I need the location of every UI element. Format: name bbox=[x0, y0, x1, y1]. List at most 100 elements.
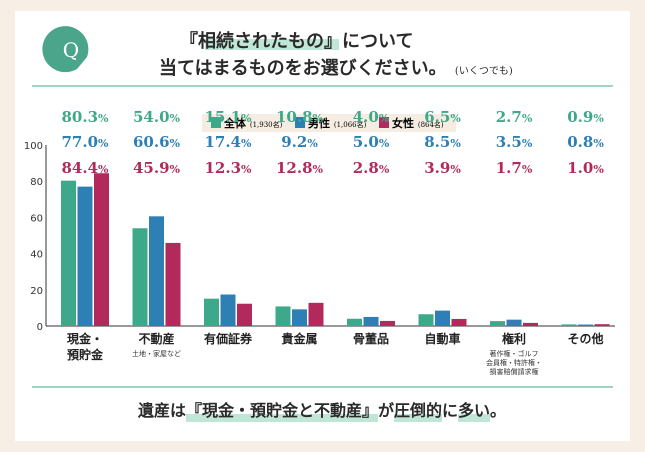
data-label-all-1: 54.0% bbox=[133, 108, 181, 126]
footer-highlights bbox=[185, 414, 491, 422]
question-line1: 『相続されたもの』について bbox=[180, 30, 413, 52]
category-label-5-0: 自動車 bbox=[424, 331, 460, 346]
question-badge: Q bbox=[42, 26, 89, 73]
category-label-3-0: 貴金属 bbox=[281, 331, 317, 346]
data-label-value: 17.4 bbox=[205, 133, 242, 151]
data-label-value: 1.0 bbox=[567, 159, 593, 177]
data-label-value: 0.9 bbox=[567, 108, 593, 126]
data-label-value: 5.0 bbox=[353, 133, 379, 151]
data-label-female-7: 1.0% bbox=[567, 159, 604, 177]
footer-text: に bbox=[442, 401, 458, 420]
data-label-value: 9.2 bbox=[281, 133, 307, 151]
bar-female-6 bbox=[523, 322, 538, 326]
data-label-value: 0.8 bbox=[567, 133, 593, 151]
category-label-1-0: 不動産 bbox=[138, 331, 174, 346]
data-label-all-3: 10.8% bbox=[276, 108, 324, 126]
data-label-value: 12.8 bbox=[276, 159, 313, 177]
legend-background bbox=[202, 114, 456, 132]
data-label-female-1: 45.9% bbox=[133, 159, 181, 177]
data-label-unit: % bbox=[450, 112, 461, 125]
data-label-all-6: 2.7% bbox=[496, 108, 533, 126]
data-label-value: 80.3 bbox=[62, 108, 99, 126]
bar-male-3 bbox=[292, 309, 307, 326]
footer-emphasis: 圧倒的 bbox=[394, 401, 442, 420]
data-label-unit: % bbox=[522, 163, 533, 176]
bar-all-4 bbox=[347, 318, 362, 326]
bar-female-4 bbox=[380, 320, 395, 326]
footer-text: が bbox=[378, 401, 394, 420]
bar-all-5 bbox=[418, 314, 434, 326]
data-label-female-5: 3.9% bbox=[424, 159, 461, 177]
question-line2: 当てはまるものをお選びください。 (いくつでも) bbox=[159, 57, 513, 79]
data-label-unit: % bbox=[170, 163, 181, 176]
bar-all-2 bbox=[204, 298, 219, 326]
data-label-value: 6.5 bbox=[424, 108, 450, 126]
footer-emphasis: 多い bbox=[458, 401, 490, 420]
data-label-unit: % bbox=[450, 137, 461, 150]
data-label-value: 3.9 bbox=[424, 159, 450, 177]
legend-n-male: (1,066名) bbox=[334, 120, 367, 129]
data-label-male-5: 8.5% bbox=[424, 133, 461, 151]
footer-text: 遺産は bbox=[138, 401, 186, 420]
bar-all-1 bbox=[132, 228, 148, 326]
data-label-value: 60.6 bbox=[133, 133, 170, 151]
data-label-unit: % bbox=[593, 137, 604, 150]
y-tick-label-20: 20 bbox=[30, 286, 43, 297]
legend: 全体 (1,930名) 男性 (1,066名) 女性 (864名) bbox=[202, 114, 456, 132]
category-sublabel-6-0: 著作権・ゴルフ bbox=[490, 349, 539, 358]
category-label-0-0: 現金・ bbox=[67, 331, 103, 346]
bar-male-7 bbox=[578, 324, 593, 326]
data-label-unit: % bbox=[241, 163, 252, 176]
bar-all-6 bbox=[490, 321, 505, 326]
footer-emphasis: 『現金・預貯金と不動産』 bbox=[186, 401, 378, 420]
legend-item-all: 全体 (1,930名) bbox=[211, 116, 283, 130]
data-label-value: 54.0 bbox=[133, 108, 170, 126]
bar-male-6 bbox=[506, 319, 522, 326]
data-label-female-4: 2.8% bbox=[353, 159, 390, 177]
data-label-all-7: 0.9% bbox=[567, 108, 604, 126]
legend-n-all: (1,930名) bbox=[250, 120, 283, 129]
legend-item-male: 男性 (1,066名) bbox=[295, 116, 367, 130]
y-tick-label-60: 60 bbox=[30, 213, 43, 224]
legend-name-all: 全体 bbox=[223, 116, 247, 130]
bar-female-5 bbox=[451, 318, 467, 326]
bar-male-5 bbox=[435, 310, 450, 326]
category-label-4-0: 骨董品 bbox=[353, 331, 389, 346]
data-label-unit: % bbox=[170, 137, 181, 150]
data-label-value: 2.8 bbox=[353, 159, 379, 177]
bar-female-0 bbox=[94, 173, 109, 326]
data-label-female-3: 12.8% bbox=[276, 159, 324, 177]
category-sublabel-6-2: 損害賠償請求権 bbox=[490, 367, 539, 376]
legend-label-all: 全体 (1,930名) bbox=[223, 116, 283, 130]
data-label-value: 84.4 bbox=[62, 159, 99, 177]
data-label-value: 4.0 bbox=[353, 108, 379, 126]
data-label-male-4: 5.0% bbox=[353, 133, 390, 151]
data-label-male-7: 0.8% bbox=[567, 133, 604, 151]
data-label-unit: % bbox=[379, 137, 390, 150]
category-label-6-0: 権利 bbox=[502, 331, 526, 346]
data-label-all-5: 6.5% bbox=[424, 108, 461, 126]
question-line2-main: 当てはまるものをお選びください。 bbox=[159, 57, 447, 79]
data-label-value: 12.3 bbox=[205, 159, 242, 177]
plot-area: 02040608010080.3%77.0%84.4%現金・預貯金54.0%60… bbox=[24, 108, 615, 376]
legend-item-female: 女性 (864名) bbox=[379, 116, 444, 130]
data-label-unit: % bbox=[170, 112, 181, 125]
category-sublabel-6-1: 会員権・特許権・ bbox=[486, 358, 542, 367]
data-label-unit: % bbox=[522, 112, 533, 125]
legend-name-female: 女性 bbox=[392, 116, 414, 130]
bar-all-0 bbox=[61, 180, 76, 326]
title-highlight bbox=[205, 39, 339, 50]
data-label-unit: % bbox=[522, 137, 533, 150]
data-label-unit: % bbox=[98, 163, 109, 176]
bar-female-3 bbox=[308, 302, 324, 326]
card: Q 『相続されたもの』について 当てはまるものをお選びください。 (いくつでも)… bbox=[15, 11, 630, 441]
bar-male-0 bbox=[77, 186, 93, 326]
legend-name-male: 男性 bbox=[308, 116, 330, 130]
data-label-unit: % bbox=[313, 112, 324, 125]
data-label-value: 45.9 bbox=[133, 159, 170, 177]
data-label-male-6: 3.5% bbox=[496, 133, 533, 151]
category-label-2-0: 有価証券 bbox=[204, 331, 253, 346]
data-label-female-6: 1.7% bbox=[496, 159, 533, 177]
category-label-0-1: 預貯金 bbox=[67, 347, 104, 362]
data-label-all-2: 15.1% bbox=[205, 108, 253, 126]
